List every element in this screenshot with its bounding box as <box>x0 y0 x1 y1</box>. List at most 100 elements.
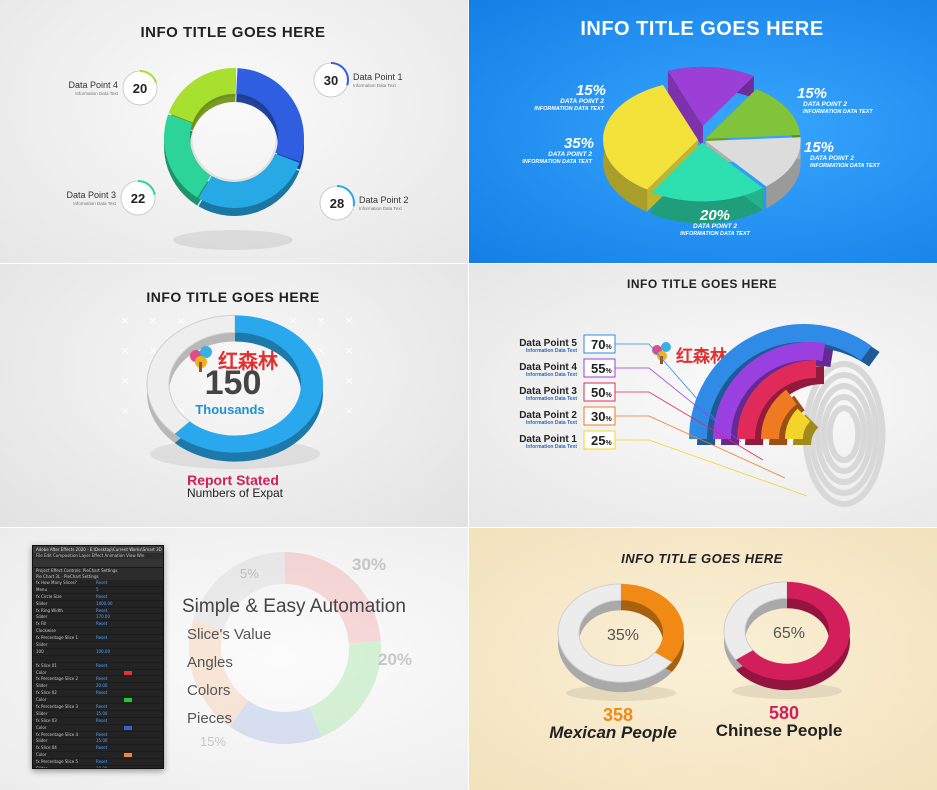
ae-row-value[interactable]: Reset <box>96 704 108 710</box>
bg-label: 30% <box>352 555 386 574</box>
ring-base <box>146 314 236 435</box>
ae-row-value[interactable] <box>96 725 124 731</box>
ae-row-value[interactable]: 15.00 <box>96 710 108 716</box>
ring-name: Mexican People <box>549 723 677 742</box>
ae-row-name: Slider <box>36 766 48 769</box>
ae-effect-row[interactable]: Slider 20.00 <box>33 683 163 691</box>
pie-value-label: 35% <box>564 135 594 152</box>
row-leader-line <box>615 343 720 425</box>
ae-row-value[interactable]: 1400.00 <box>96 600 113 606</box>
bar-arc <box>737 360 816 439</box>
cross-mark: × <box>176 404 185 417</box>
ae-effect-row[interactable]: fx Percentage Slice 5 Reset <box>33 759 163 767</box>
after-effects-window: Adobe After Effects 2020 - E:\Desktop\Cu… <box>32 545 164 769</box>
ae-row-name: fx Percentage Slice 3 <box>36 704 79 710</box>
ae-row-value[interactable]: Reset <box>96 759 108 765</box>
ae-effect-row[interactable]: Color <box>33 697 163 705</box>
ae-row-value[interactable]: Reset <box>96 717 108 723</box>
ae-row-value[interactable]: Reset <box>96 621 108 627</box>
ae-row-value[interactable] <box>96 697 124 703</box>
pie-value-label: 20% <box>699 207 730 224</box>
ae-row-value[interactable]: 100.00 <box>96 648 110 654</box>
ae-effect-row[interactable]: Clockwise <box>33 628 163 636</box>
ae-effect-row[interactable]: fx Fill Reset <box>33 621 163 629</box>
ae-row-value[interactable] <box>96 752 124 758</box>
ae-effect-row[interactable]: fx Ring Width Reset <box>33 608 163 615</box>
row-leader-line <box>615 367 742 443</box>
ae-row-value[interactable]: Reset <box>96 676 108 682</box>
ae-effect-row[interactable]: Color <box>33 670 163 677</box>
ae-effect-row[interactable]: fx How Many Slices? Reset <box>33 580 163 587</box>
ae-color-swatch[interactable] <box>124 698 132 703</box>
ae-effect-row[interactable]: fx Circle Size Reset <box>33 594 163 601</box>
ae-effect-row[interactable]: Slider <box>33 642 163 649</box>
ae-color-swatch[interactable] <box>124 753 132 758</box>
ae-row-value[interactable]: 10.00 <box>96 766 108 769</box>
ring-value <box>621 583 684 662</box>
ae-row-value[interactable]: Reset <box>96 635 108 641</box>
ae-effect-row[interactable]: Slider 15.00 <box>33 738 163 746</box>
ae-effect-row[interactable]: fx Percentage Slice 3 Reset <box>33 704 163 711</box>
ae-effect-row[interactable]: fx Slice 02 Reset <box>33 690 163 698</box>
ring-shadow <box>732 683 842 699</box>
ring-percent-label: 65% <box>773 625 805 642</box>
ae-row-value[interactable] <box>96 628 124 634</box>
ae-effect-row[interactable]: Slider 170.00 <box>33 614 163 622</box>
ring-count: 580 <box>769 703 799 723</box>
caption-top: Report Stated <box>187 472 279 488</box>
pie-sublabel-2: INFORMATION DATA TEXT <box>534 106 604 112</box>
ae-title-bar[interactable]: Adobe After Effects 2020 - E:\Desktop\Cu… <box>33 546 163 553</box>
ae-effect-row[interactable]: Slider 1400.00 <box>33 601 163 608</box>
ae-row-value[interactable]: Reset <box>96 580 108 585</box>
donut-segment <box>236 68 304 162</box>
cross-mark: × <box>316 404 325 417</box>
ae-row-value[interactable]: Reset <box>96 745 108 751</box>
ae-row-value[interactable]: 15.00 <box>96 738 108 744</box>
automation-item: Angles <box>187 654 233 671</box>
ae-toolbar[interactable] <box>33 559 163 568</box>
ae-row-value[interactable]: Reset <box>96 607 108 613</box>
ae-row-value[interactable] <box>96 670 124 676</box>
ring-shadow <box>566 685 676 701</box>
ae-effect-row[interactable]: Menu 5 <box>33 587 163 594</box>
ae-row-value[interactable] <box>96 656 124 662</box>
data-point-label: Data Point 3 <box>66 190 116 200</box>
ae-effect-row[interactable]: fx Slice 01 Reset <box>33 663 163 670</box>
ae-color-swatch[interactable] <box>124 725 132 730</box>
ae-effect-row[interactable]: fx Percentage Slice 2 Reset <box>33 676 163 684</box>
donut-segment <box>198 153 300 208</box>
ae-row-value[interactable]: Reset <box>96 731 108 737</box>
ae-row-value[interactable]: 20.00 <box>96 683 108 689</box>
ae-color-swatch[interactable] <box>124 670 132 675</box>
pie-value-label: 15% <box>804 139 834 156</box>
ae-row-value[interactable]: Reset <box>96 662 108 668</box>
ae-effect-row[interactable]: Color <box>33 725 163 732</box>
ae-effect-row[interactable]: 100 100.00 <box>33 649 163 656</box>
ae-effect-row[interactable]: fx Slice 03 Reset <box>33 718 163 725</box>
ae-effect-row[interactable]: Color <box>33 752 163 760</box>
data-point-sublabel: Information Data Text <box>359 206 402 211</box>
ae-effect-row[interactable]: Slider 15.00 <box>33 711 163 718</box>
ae-tab[interactable]: Project Effect Controls: PieChart Settin… <box>33 568 163 574</box>
bg-label: 20% <box>378 650 412 669</box>
ae-row-name: Slider <box>36 738 48 744</box>
pie-slice-side <box>651 187 763 224</box>
ae-row-value[interactable] <box>96 642 124 648</box>
ae-effect-row[interactable]: Slider 10.00 <box>33 766 163 769</box>
pie-sublabel-2: INFORMATION DATA TEXT <box>803 109 873 115</box>
ae-row-value[interactable]: Reset <box>96 593 108 599</box>
ae-effect-row[interactable] <box>33 656 163 663</box>
ae-row-value[interactable]: 5 <box>96 586 99 592</box>
ae-effect-row[interactable]: fx Percentage Slice 4 Reset <box>33 732 163 739</box>
ae-effect-row[interactable]: fx Slice 04 Reset <box>33 745 163 753</box>
ae-menu-bar[interactable]: File Edit Composition Layer Effect Anima… <box>33 553 163 559</box>
ae-effect-row[interactable]: fx Percentage Slice 1 Reset <box>33 635 163 643</box>
ae-row-value[interactable]: Reset <box>96 690 108 696</box>
row-value: 25% <box>591 433 612 448</box>
ae-row-name: fx Percentage Slice 1 <box>36 635 79 641</box>
pie-slice <box>705 137 801 187</box>
row-leader-line <box>615 391 764 461</box>
row-leader-line <box>615 439 808 497</box>
ae-row-value[interactable]: 170.00 <box>96 614 110 620</box>
